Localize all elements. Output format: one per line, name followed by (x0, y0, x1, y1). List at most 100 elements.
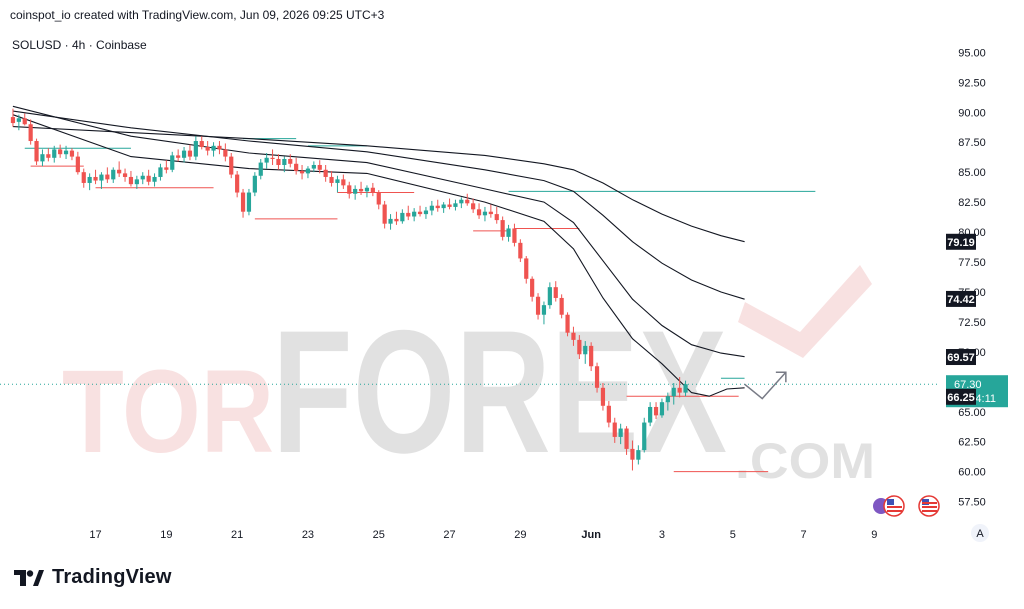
candle-body (211, 145, 216, 151)
candle-body (665, 396, 670, 403)
candle-0 (10, 108, 16, 127)
tradingview-logo-icon (14, 569, 44, 586)
candle-body (105, 174, 110, 180)
price-badge-label: 74.42 (947, 294, 975, 306)
date-tick-label: 25 (373, 529, 385, 541)
date-tick-label: 9 (871, 529, 877, 541)
candle-103 (618, 423, 623, 445)
candle-body (99, 174, 104, 181)
candle-81 (488, 204, 493, 218)
candle-body (81, 172, 86, 183)
candle-3 (28, 119, 33, 145)
candle-body (341, 179, 346, 186)
price-tick-label: 90.00 (958, 107, 986, 119)
candle-body (146, 175, 151, 182)
price-tick-label: 65.00 (958, 407, 986, 419)
candle-body (93, 176, 98, 181)
candle-body (111, 169, 116, 180)
candle-body (577, 339, 582, 355)
candle-body (583, 345, 588, 355)
candle-28 (176, 149, 181, 162)
event-icons[interactable] (873, 495, 940, 517)
candle-body (589, 345, 594, 367)
candle-body (618, 428, 623, 437)
candle-body (128, 176, 134, 185)
candle-body (217, 145, 222, 150)
candle-body (412, 211, 417, 217)
candle-body (122, 173, 128, 177)
date-tick-label: 17 (89, 529, 101, 541)
candle-47 (288, 154, 293, 168)
candle-64 (388, 214, 393, 230)
candle-57 (347, 181, 352, 199)
candle-body (612, 422, 617, 437)
candle-78 (471, 198, 476, 213)
candle-33 (205, 141, 210, 156)
tradingview-brand[interactable]: TradingView (14, 566, 172, 589)
candle-39 (240, 188, 246, 218)
candle-body (170, 155, 175, 170)
candle-2 (22, 113, 27, 126)
time-axis[interactable]: 17 19 21 23 25 27 29 Jun 3 5 7 9 (89, 529, 877, 541)
auto-scale-button[interactable]: A (971, 524, 989, 542)
symbol-legend[interactable]: SOLUSD · 4h · Coinbase (12, 38, 147, 52)
candle-15 (99, 172, 104, 189)
candle-77 (465, 193, 470, 206)
candle-body (117, 169, 122, 174)
candle-18 (117, 161, 122, 177)
date-tick-label: 7 (800, 529, 806, 541)
candle-88 (530, 276, 535, 302)
candle-114 (683, 380, 688, 397)
candle-34 (211, 142, 216, 157)
candle-body (311, 164, 316, 169)
price-badge (946, 388, 976, 405)
candle-110 (659, 398, 665, 418)
candle-96 (577, 335, 582, 360)
calendar-events-icon[interactable] (873, 495, 905, 517)
candle-11 (75, 151, 80, 175)
candle-body (447, 204, 452, 207)
candle-16 (105, 167, 110, 183)
candle-10 (69, 148, 75, 161)
candle-1 (16, 114, 21, 131)
candle-19 (122, 168, 128, 182)
date-tick-label: 23 (302, 529, 314, 541)
candle-body (270, 157, 275, 159)
candle-62 (376, 190, 381, 210)
moving-averages (12, 105, 745, 397)
candle-body (288, 158, 293, 164)
price-tick-label: 92.50 (958, 77, 986, 89)
candle-99 (594, 362, 600, 393)
ma-100-line (12, 110, 745, 300)
candle-74 (447, 198, 452, 210)
candles (10, 108, 688, 471)
price-tick-label: 77.50 (958, 257, 986, 269)
candle-body (600, 387, 606, 406)
candle-body (488, 211, 493, 215)
price-tick-label: 85.00 (958, 167, 986, 179)
candle-body (235, 174, 240, 193)
date-tick-label: 3 (659, 529, 665, 541)
candle-body (34, 141, 39, 162)
candle-37 (229, 153, 234, 179)
candle-body (364, 187, 370, 192)
price-axis[interactable]: 95.0092.5090.0087.5085.0082.5080.0077.50… (958, 47, 986, 508)
candle-41 (252, 172, 257, 197)
watermark-text-right: FOREX (272, 295, 727, 490)
candle-71 (429, 200, 434, 216)
candle-body (205, 147, 210, 151)
candle-body (394, 218, 399, 222)
candle-body (636, 450, 641, 460)
candle-58 (353, 185, 358, 200)
candle-body (294, 163, 299, 171)
us-flag-icon[interactable] (918, 495, 940, 517)
candle-body (524, 258, 529, 279)
candle-76 (459, 197, 464, 209)
candle-35 (217, 141, 222, 155)
price-badge (946, 233, 976, 250)
candle-body (258, 162, 263, 176)
candle-48 (294, 157, 299, 175)
candle-102 (612, 417, 617, 443)
candle-61 (370, 182, 375, 197)
